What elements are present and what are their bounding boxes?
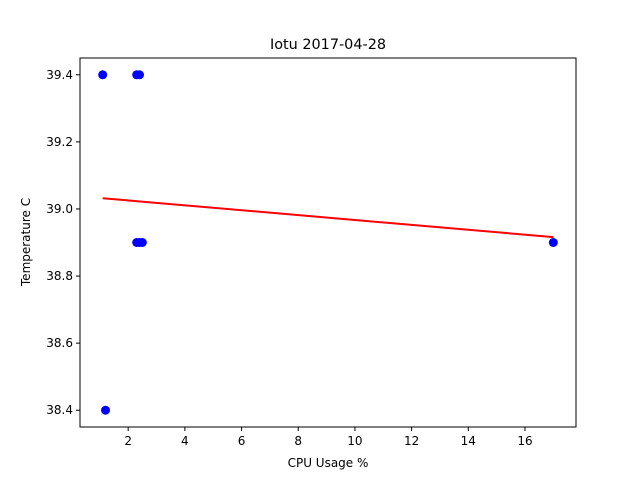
y-tick-label: 38.4: [46, 403, 73, 417]
scatter-point: [98, 70, 108, 80]
y-axis: 38.4 38.6 38.8 39.0 39.2 39.4: [46, 68, 80, 417]
plot-frame: [79, 57, 577, 428]
plot-area: [79, 57, 577, 428]
y-tick-label: 39.0: [46, 202, 73, 216]
scatter-point: [548, 238, 558, 247]
x-tick-label: 16: [517, 434, 532, 448]
x-tick-label: 8: [294, 434, 302, 448]
y-tick-label: 38.6: [46, 336, 73, 350]
plot-background: [80, 58, 576, 427]
y-tick-label: 39.4: [46, 68, 73, 82]
x-tick-label: 2: [124, 434, 132, 448]
x-tick-label: 4: [181, 434, 189, 448]
x-axis: 2 4 6 8 10 12 14 16: [124, 427, 533, 448]
scatter-point: [137, 238, 147, 247]
x-tick-label: 10: [347, 434, 362, 448]
y-tick-label: 38.8: [46, 269, 73, 283]
x-tick-label: 14: [461, 434, 476, 448]
scatter-layer: [98, 70, 558, 415]
scatter-point: [135, 70, 145, 80]
y-tick-label: 39.2: [46, 135, 73, 149]
regression-line: [102, 197, 554, 239]
regression-layer: [102, 197, 554, 239]
x-tick-label: 6: [238, 434, 246, 448]
chart-title: Iotu 2017-04-28: [270, 37, 386, 53]
scatter-point: [101, 405, 111, 415]
y-axis-label: Temperature C: [19, 198, 33, 287]
x-tick-label: 12: [404, 434, 419, 448]
x-axis-label: CPU Usage %: [288, 456, 369, 470]
